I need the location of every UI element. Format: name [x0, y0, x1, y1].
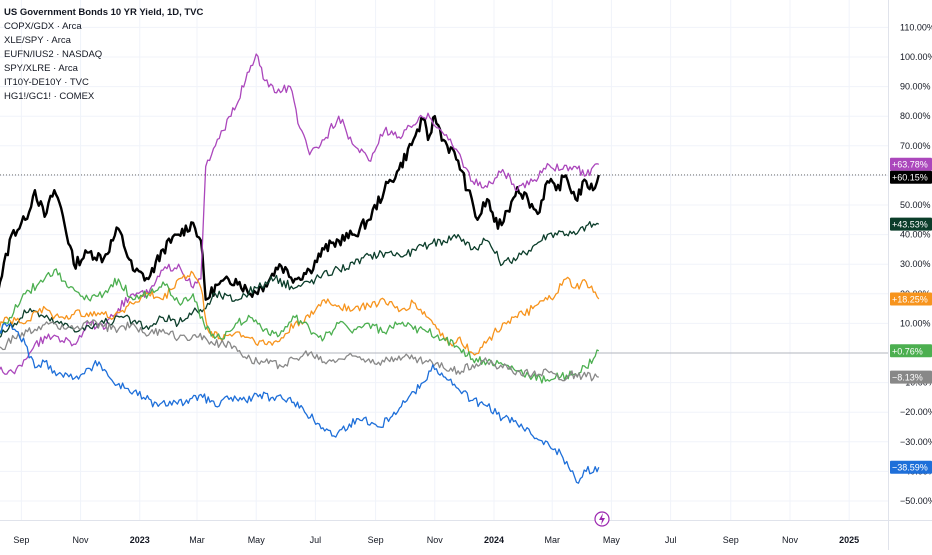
- x-tick-label: Nov: [73, 535, 90, 545]
- x-tick-label: May: [603, 535, 621, 545]
- last-value-label: +18.25%: [892, 294, 928, 304]
- chart-title: US Government Bonds 10 YR Yield, 1D, TVC: [4, 7, 204, 18]
- last-value-badge: −8.13%: [890, 370, 932, 384]
- y-tick-label: −50.00%: [900, 496, 932, 506]
- legend: US Government Bonds 10 YR Yield, 1D, TVC…: [4, 6, 203, 104]
- y-tick-label: 90.00%: [900, 82, 931, 92]
- last-value-badge: −38.59%: [890, 460, 932, 474]
- legend-item-it10y-de10y[interactable]: IT10Y-DE10Y · TVC: [4, 77, 89, 88]
- series-line-0: [0, 115, 600, 301]
- last-value-label: +60.15%: [892, 173, 928, 183]
- y-tick-label: 70.00%: [900, 141, 931, 151]
- legend-item-copx-gdx[interactable]: COPX/GDX · Arca: [4, 21, 82, 32]
- last-value-label: −38.59%: [892, 463, 928, 473]
- lightning-icon[interactable]: [594, 511, 610, 527]
- last-value-badge: +0.76%: [890, 344, 932, 358]
- last-value-label: −8.13%: [892, 373, 923, 383]
- x-tick-label: Mar: [544, 535, 560, 545]
- series-line-2: [0, 221, 600, 338]
- x-tick-label: Sep: [723, 535, 739, 545]
- y-tick-label: 10.00%: [900, 318, 931, 328]
- series-line-6: [0, 322, 600, 484]
- series-group: [0, 53, 600, 484]
- legend-item-eufn-ius2[interactable]: EUFN/IUS2 · NASDAQ: [4, 49, 103, 60]
- x-tick-label: 2024: [484, 535, 504, 545]
- series-line-4: [0, 268, 600, 384]
- last-value-badge: +60.15%: [890, 170, 932, 184]
- y-tick-label: 40.00%: [900, 230, 931, 240]
- last-value-badge: +63.78%: [890, 157, 932, 171]
- y-tick-label: 110.00%: [900, 22, 932, 32]
- x-tick-label: Mar: [189, 535, 205, 545]
- last-value-badge: +18.25%: [890, 292, 932, 306]
- series-line-5: [0, 319, 599, 382]
- x-tick-label: May: [248, 535, 266, 545]
- x-tick-label: Nov: [782, 535, 799, 545]
- y-tick-label: 50.00%: [900, 200, 931, 210]
- y-tick-label: 100.00%: [900, 52, 932, 62]
- x-tick-label: Nov: [427, 535, 444, 545]
- x-tick-label: Jul: [665, 535, 677, 545]
- last-value-label: +43.53%: [892, 220, 928, 230]
- last-value-badge: +43.53%: [890, 217, 932, 231]
- x-tick-label: Sep: [13, 535, 29, 545]
- series-line-3: [0, 270, 600, 356]
- x-tick-label: 2023: [130, 535, 150, 545]
- x-tick-label: Jul: [310, 535, 322, 545]
- legend-item-xle-spy[interactable]: XLE/SPY · Arca: [4, 35, 71, 46]
- x-tick-label: 2025: [839, 535, 859, 545]
- y-tick-label: 30.00%: [900, 259, 931, 269]
- last-value-label: +0.76%: [892, 346, 923, 356]
- legend-item-hg1-gc1[interactable]: HG1!/GC1! · COMEX: [4, 91, 95, 102]
- last-value-label: +63.78%: [892, 160, 928, 170]
- legend-item-spy-xlre[interactable]: SPY/XLRE · Arca: [4, 63, 78, 74]
- y-tick-label: −30.00%: [900, 437, 932, 447]
- y-tick-label: 80.00%: [900, 111, 931, 121]
- y-tick-label: −20.00%: [900, 407, 932, 417]
- x-tick-label: Sep: [368, 535, 384, 545]
